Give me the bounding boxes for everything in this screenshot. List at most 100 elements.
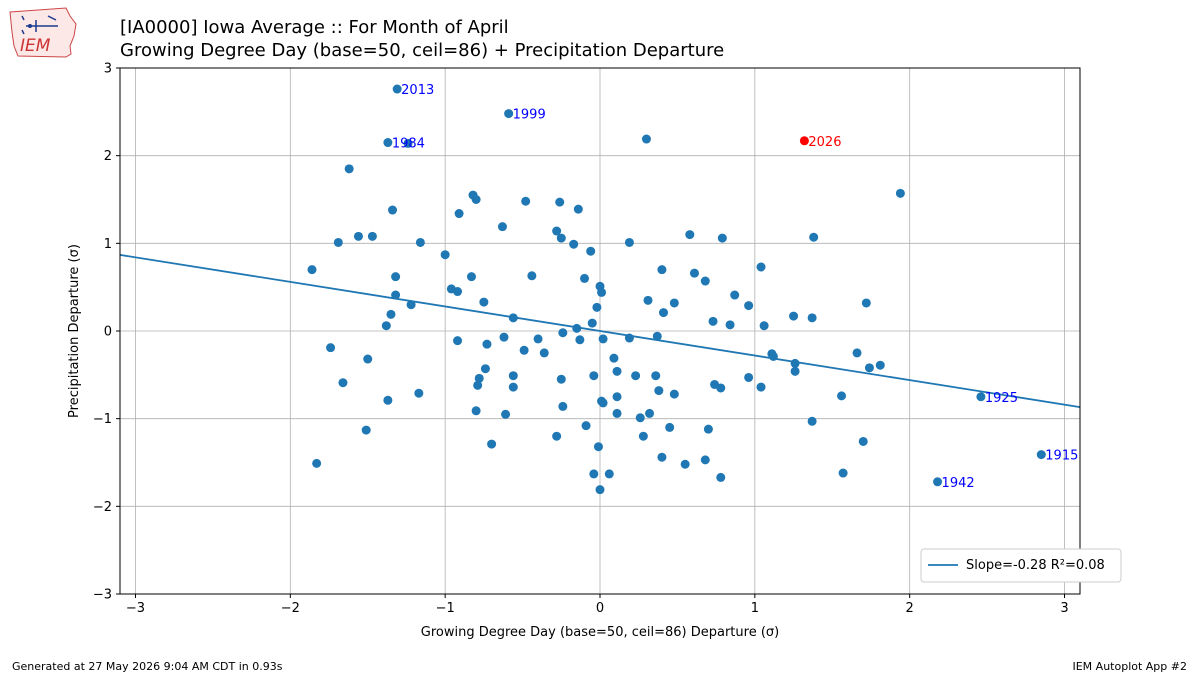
footer-app: IEM Autoplot App #2 <box>1072 660 1187 673</box>
data-point <box>708 316 718 326</box>
data-point <box>499 332 509 342</box>
plot-frame <box>119 67 1081 595</box>
data-point <box>730 290 740 300</box>
data-point <box>474 373 484 383</box>
x-tick-label: −2 <box>281 601 300 616</box>
point-label-1999: 1999 <box>513 108 546 123</box>
x-axis-label: Growing Degree Day (base=50, ceil=86) De… <box>421 625 779 640</box>
y-tick-label: 0 <box>104 325 112 340</box>
data-point <box>473 380 483 390</box>
data-point <box>703 424 713 434</box>
labeled-point-1942 <box>933 477 943 487</box>
data-point <box>527 271 537 281</box>
data-point <box>597 287 607 297</box>
y-tick-label: −3 <box>93 588 112 603</box>
chart-title-line2: Growing Degree Day (base=50, ceil=86) + … <box>120 40 725 61</box>
labeled-point-1984 <box>383 138 393 148</box>
point-label-1915: 1915 <box>1045 449 1078 464</box>
x-tick-label: 0 <box>596 601 604 616</box>
data-point <box>466 272 476 282</box>
data-point <box>501 409 511 419</box>
data-point <box>717 233 727 243</box>
data-point <box>895 188 905 198</box>
point-label-1925: 1925 <box>985 391 1018 406</box>
data-point <box>440 250 450 260</box>
data-point <box>338 378 348 388</box>
data-point <box>479 297 489 307</box>
labeled-point-1999 <box>504 109 514 119</box>
data-point <box>326 343 336 353</box>
data-point <box>756 382 766 392</box>
data-point <box>555 197 565 207</box>
data-point <box>333 237 343 247</box>
iem-logo: IEM <box>8 6 80 60</box>
data-point <box>612 366 622 376</box>
data-point <box>497 222 507 232</box>
data-point <box>480 364 490 374</box>
data-point <box>716 383 726 393</box>
data-point <box>631 371 641 381</box>
data-point <box>789 311 799 321</box>
data-point <box>453 287 463 297</box>
x-tick-label: 3 <box>1060 601 1068 616</box>
data-point <box>344 164 354 174</box>
data-point <box>638 431 648 441</box>
data-point <box>790 358 800 368</box>
data-point <box>519 345 529 355</box>
x-tick-label: 1 <box>751 601 759 616</box>
data-point <box>612 408 622 418</box>
data-point <box>700 276 710 286</box>
data-point <box>569 239 579 249</box>
data-point <box>539 348 549 358</box>
data-point <box>837 391 847 401</box>
data-point <box>858 436 868 446</box>
data-point <box>381 321 391 331</box>
data-point <box>589 371 599 381</box>
labeled-point-2013 <box>392 84 402 94</box>
data-point <box>838 468 848 478</box>
x-tick-label: 2 <box>906 601 914 616</box>
data-point <box>665 422 675 432</box>
point-label-2013: 2013 <box>401 83 434 98</box>
chart-title-line1: [IA0000] Iowa Average :: For Month of Ap… <box>120 17 509 38</box>
data-point <box>403 138 413 148</box>
data-point <box>852 348 862 358</box>
data-point <box>580 273 590 283</box>
data-point <box>471 195 481 204</box>
data-point <box>573 204 583 214</box>
data-point <box>406 300 416 310</box>
data-point <box>756 262 766 272</box>
x-tick-label: −3 <box>126 601 145 616</box>
data-point <box>556 374 566 384</box>
point-labels: 2013 1999 1984 2026 1925 1915 1942 <box>392 83 1079 491</box>
data-point <box>658 308 668 318</box>
data-point <box>807 313 817 323</box>
data-point <box>598 398 608 408</box>
axis-ticks: −3 −2 −1 0 1 2 3 −3 −2 −1 0 1 2 3 <box>93 62 1069 617</box>
data-point <box>361 425 371 435</box>
data-point <box>744 372 754 382</box>
data-point <box>759 321 769 331</box>
data-point <box>624 333 634 343</box>
labeled-point-2026 <box>799 136 809 146</box>
data-point <box>592 302 602 312</box>
data-point <box>680 459 690 469</box>
x-tick-label: −1 <box>436 601 455 616</box>
data-point <box>807 416 817 426</box>
data-points <box>307 84 1046 495</box>
data-point <box>875 360 885 370</box>
data-point <box>572 323 582 333</box>
data-point <box>790 366 800 376</box>
data-point <box>864 363 874 373</box>
data-point <box>415 237 425 247</box>
data-point <box>508 382 518 392</box>
data-point <box>386 309 396 319</box>
data-point <box>604 469 614 479</box>
data-point <box>589 469 599 479</box>
data-point <box>575 335 585 345</box>
legend-box <box>920 548 1122 583</box>
data-point <box>689 268 699 278</box>
data-point <box>643 295 653 305</box>
data-point <box>353 231 363 241</box>
data-point <box>558 328 568 338</box>
